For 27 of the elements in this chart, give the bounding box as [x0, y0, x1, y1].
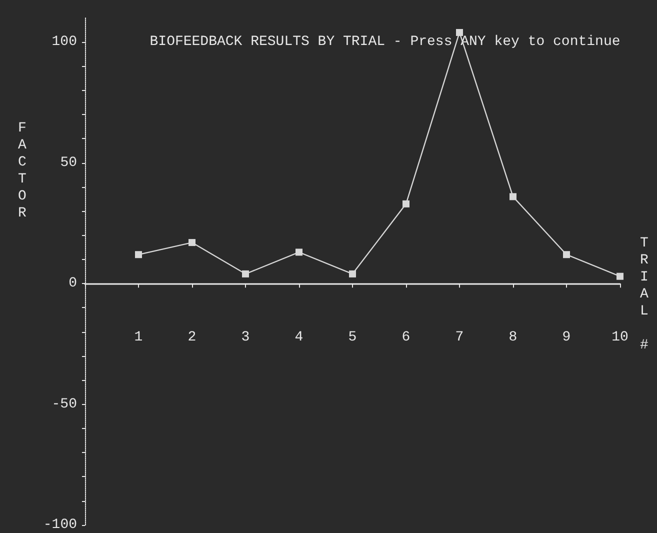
- x-tick-label: 3: [241, 330, 250, 346]
- x-tick-label: 4: [294, 330, 304, 346]
- x-tick-label: 8: [508, 330, 518, 346]
- x-tick-label: 9: [562, 330, 571, 346]
- point: [135, 251, 142, 258]
- x-tick-label: 2: [188, 330, 196, 346]
- y-axis-title: FACTOR: [18, 120, 27, 222]
- point: [563, 251, 570, 258]
- y-tick-label: 0: [68, 276, 77, 292]
- x-tick-label: 6: [402, 330, 410, 346]
- text: TRIAL #: [640, 236, 648, 354]
- point: [242, 270, 249, 278]
- x-tick-label: 7: [455, 330, 464, 346]
- point: [349, 270, 356, 278]
- point: [616, 272, 624, 280]
- x-tick-label: 10: [612, 330, 628, 346]
- y-tick-label: 50: [60, 154, 77, 171]
- point: [296, 248, 302, 256]
- y-tick-label: 100: [52, 34, 77, 50]
- x-tick-label: 5: [348, 330, 357, 346]
- point: [510, 193, 516, 200]
- y-tick-label: -50: [52, 396, 77, 412]
- point: [456, 28, 463, 36]
- y-tick-label: -100: [43, 517, 77, 533]
- point: [188, 239, 196, 246]
- point: [402, 200, 410, 208]
- x-tick-label: 1: [134, 330, 143, 346]
